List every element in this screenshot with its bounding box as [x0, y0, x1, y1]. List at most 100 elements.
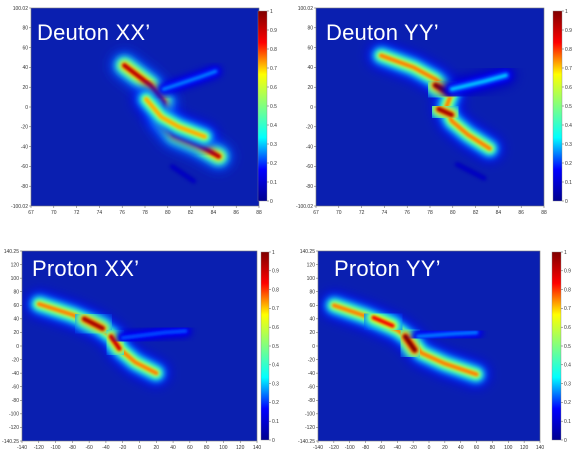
colorbar-tick-label: 0.5 — [565, 104, 572, 110]
colorbar-tick-label: 0.8 — [270, 47, 277, 53]
x-tick-label: 74 — [382, 210, 388, 216]
y-tick-label: -120 — [305, 425, 315, 431]
x-tick-label: 88 — [541, 210, 547, 216]
colorbar-tick-label: 0.7 — [564, 306, 571, 312]
colorbar-tick-label: 0.3 — [270, 142, 277, 148]
x-tick-label: -20 — [119, 445, 126, 451]
deuton-yy-panel: 67 70 72 74 76 78 80 82 84 86 88 100.02 80 60 40 20 0 -20… — [286, 0, 572, 222]
y-tick-label: -20 — [12, 357, 19, 363]
x-tick-label: 0 — [138, 445, 141, 451]
colorbar-tick-label: 0.5 — [564, 344, 571, 350]
y-tick-label: 0 — [312, 344, 315, 350]
x-tick-label: -120 — [329, 445, 339, 451]
y-tick-label: -140.25 — [298, 439, 315, 445]
colorbar-tick-label: 0.9 — [270, 28, 277, 34]
colorbar-tick-label: 1 — [564, 250, 567, 256]
colorbar-tick-label: 0.2 — [272, 400, 279, 406]
y-tick-label: 100 — [307, 276, 316, 282]
y-tick-label: 120 — [11, 262, 20, 268]
x-tick-label: -60 — [378, 445, 385, 451]
proton-xx-title: Proton XX’ — [32, 256, 140, 281]
x-tick-label: -140 — [313, 445, 323, 451]
x-tick-label: 0 — [428, 445, 431, 451]
x-tick-label: 140 — [253, 445, 262, 451]
proton-yy-heatmap: -140 -120 -100 -80 -60 -40 -20 0 20 40 60 80 100 120 1… — [298, 249, 571, 451]
x-tick-label: 120 — [520, 445, 529, 451]
colorbar-tick-label: 0.2 — [565, 161, 572, 167]
density-ridge-2 — [371, 315, 395, 328]
y-tick-label: 0 — [16, 344, 19, 350]
density-ridge-1 — [82, 316, 105, 331]
colorbar-tick-label: 0.9 — [272, 269, 279, 275]
y-tick-label: -40 — [308, 371, 315, 377]
y-tick-label: -80 — [308, 398, 315, 404]
y-tick-label: 0 — [310, 105, 313, 111]
x-tick-label: -60 — [86, 445, 93, 451]
y-tick-label: -60 — [21, 164, 28, 170]
y-tick-label: 100.02 — [298, 6, 314, 12]
plot-background — [22, 251, 257, 441]
density-ridge-3 — [121, 329, 188, 340]
y-tick-label: -60 — [308, 385, 315, 391]
x-tick-label: 76 — [119, 210, 125, 216]
x-tick-label: 67 — [313, 210, 319, 216]
colorbar-tick-label: 0.9 — [565, 28, 572, 34]
x-tick-label: 88 — [256, 210, 262, 216]
colorbar-tick-label: 0.5 — [272, 344, 279, 350]
x-tick-label: 72 — [359, 210, 365, 216]
colorbar-tick-label: 0.5 — [270, 104, 277, 110]
x-tick-label: 86 — [518, 210, 524, 216]
colorbar — [260, 251, 270, 441]
y-tick-label: -100 — [9, 412, 19, 418]
y-tick-label: -40 — [306, 144, 313, 150]
y-tick-label: 80 — [307, 26, 313, 32]
colorbar-tick-label: 0.8 — [565, 47, 572, 53]
proton-xx-heatmap: -140 -120 -100 -80 -60 -40 -20 0 20 40 60 80 100 120 1… — [2, 249, 279, 451]
density-ridge-1 — [403, 334, 418, 353]
colorbar — [551, 251, 562, 441]
colorbar-tick-label: 0.4 — [272, 363, 279, 369]
y-tick-label: 140.25 — [300, 249, 316, 255]
x-tick-label: -120 — [34, 445, 44, 451]
density-layer — [368, 42, 516, 181]
y-tick-label: -40 — [21, 144, 28, 150]
y-tick-label: 60 — [22, 45, 28, 51]
density-layer — [110, 51, 233, 184]
density-layer — [26, 291, 192, 386]
colorbar-tick-label: 0.6 — [272, 325, 279, 331]
x-tick-label: 100 — [219, 445, 228, 451]
x-tick-label: 80 — [204, 445, 210, 451]
x-tick-label: -80 — [362, 445, 369, 451]
y-tick-label: -100.02 — [296, 204, 313, 210]
y-tick-label: 60 — [309, 303, 315, 309]
y-tick-label: 100 — [11, 276, 20, 282]
x-tick-label: 20 — [442, 445, 448, 451]
colorbar-tick-label: 0.6 — [270, 85, 277, 91]
x-tick-label: -140 — [17, 445, 27, 451]
y-tick-label: 20 — [22, 85, 28, 91]
x-tick-label: 70 — [51, 210, 57, 216]
deuton-xx-title: Deuton XX’ — [37, 20, 151, 45]
x-tick-label: 74 — [97, 210, 103, 216]
colorbar — [257, 10, 268, 202]
y-tick-label: 20 — [307, 85, 313, 91]
colorbar-tick-label: 0.3 — [565, 142, 572, 148]
x-tick-label: 40 — [170, 445, 176, 451]
colorbar-tick-label: 0.3 — [272, 381, 279, 387]
colorbar — [552, 10, 563, 202]
colorbar-tick-label: 0.1 — [565, 180, 572, 186]
deuton-xx-panel: 67 70 72 74 76 78 80 82 84 86 88 100.02 80 60 40 20 0 -20… — [0, 0, 286, 222]
x-tick-label: 80 — [490, 445, 496, 451]
y-tick-label: 60 — [307, 45, 313, 51]
y-tick-label: -80 — [306, 184, 313, 190]
density-ridge-2 — [108, 334, 122, 351]
x-tick-label: 67 — [28, 210, 34, 216]
y-tick-label: -20 — [21, 125, 28, 131]
y-tick-label: -60 — [12, 385, 19, 391]
x-tick-label: 140 — [536, 445, 545, 451]
y-tick-label: 80 — [309, 290, 315, 296]
x-tick-label: -40 — [394, 445, 401, 451]
density-ridge-2 — [436, 106, 454, 118]
y-tick-label: 60 — [13, 303, 19, 309]
y-tick-label: 20 — [13, 330, 19, 336]
